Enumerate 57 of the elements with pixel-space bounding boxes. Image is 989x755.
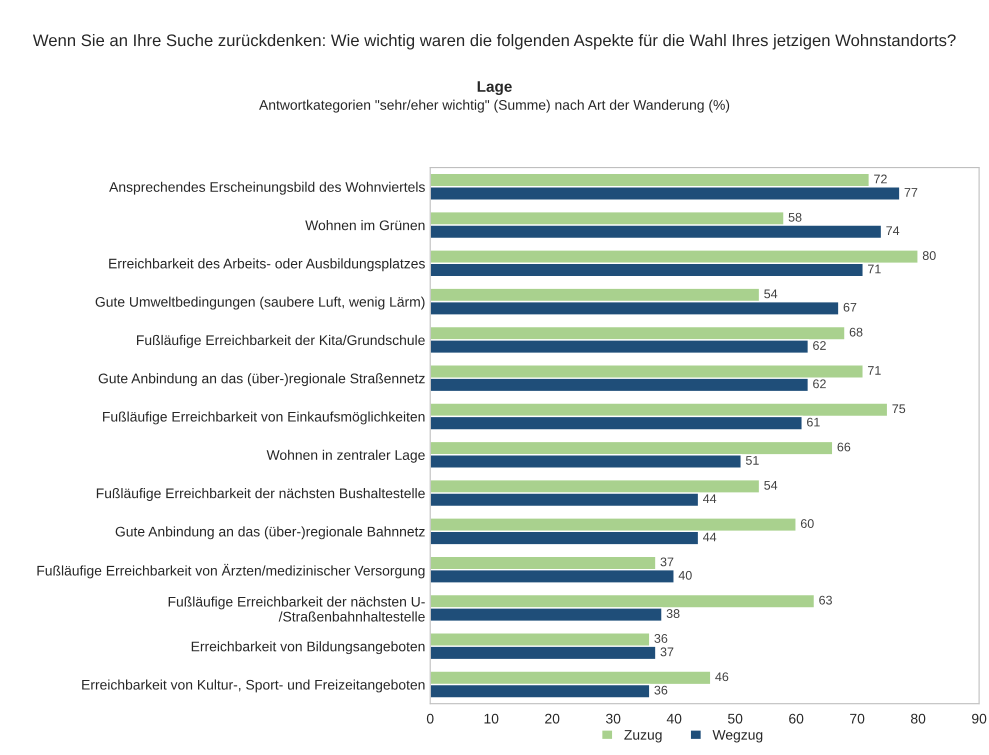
legend-label: Wegzug [712,730,762,742]
x-tick-label: 20 [545,714,560,724]
y-tick-label: Erreichbarkeit von Bildungsangeboten [192,641,424,654]
x-tick-label: 70 [850,714,864,724]
chart-subtitle: Lage [478,81,512,96]
y-tick-label: Fußläufige Erreichbarkeit von Einkaufsmöglichkeiten [103,411,424,424]
data-label: 63 [819,596,832,605]
x-tick-label: 80 [911,714,926,724]
data-label: 68 [850,328,862,337]
data-label: 44 [703,532,716,542]
y-tick-label: Fußläufige Erreichbarkeit von Ärzten/medizinischer Versorgung [37,564,424,578]
y-tick-label: Fußläufige Erreichbarkeit der Kita/Grundschule [137,334,425,348]
data-label: 77 [904,188,918,197]
y-tick-label: Gute Anbindung an das (über-)regionale Straßennetz [98,373,425,386]
data-label: 71 [868,264,881,274]
y-tick-label: Gute Umweltbedingungen (saubere Luft, wenig Lärm) [96,296,425,310]
x-tick-label: 40 [666,714,682,724]
data-label: 58 [788,212,802,222]
data-label: 38 [666,609,680,618]
y-tick-label: Fußläufige Erreichbarkeit der nächsten U- /Straßenbahnhaltestelle [168,596,425,622]
data-label: 37 [660,557,674,566]
x-tick-label: 30 [606,714,620,724]
data-label: 37 [660,647,674,656]
x-tick-label: 0 [426,714,434,724]
data-label: 51 [746,456,759,465]
data-label: 36 [654,686,668,695]
legend-label: Zuzug [624,730,662,742]
data-label: 80 [922,251,936,260]
y-tick-label: Gute Anbindung an das (über-)regionale Bahnnetz [116,526,425,540]
y-tick-label: Erreichbarkeit des Arbeits- oder Ausbildungsplatzes [109,258,425,272]
data-label: 60 [800,519,814,528]
y-tick-label: Fußläufige Erreichbarkeit der nächsten Bushaltestelle [96,488,425,501]
x-tick-label: 50 [728,714,742,724]
y-tick-label: Wohnen im Grünen [305,220,424,230]
text: Antwortkategorien "sehr/eher wichtig" (Summe) nach Art der Wanderung (%) [259,100,730,113]
data-label: 75 [892,404,906,414]
chart-title: Wenn Sie an Ihre Suche zurückdenken: Wie wichtig waren die folgenden Aspekte für die Wahl Ihres jetzigen Wohnstandorts? [32,34,956,50]
data-label: 74 [886,226,900,235]
data-label: 54 [764,290,778,298]
x-tick-label: 10 [484,714,498,724]
x-tick-label: 90 [972,714,986,724]
data-label: 61 [807,418,820,427]
data-label: 62 [813,341,826,350]
data-label: 54 [764,481,778,490]
y-tick-label: Wohnen in zentraler Lage [266,450,425,463]
data-label: 72 [874,174,887,184]
data-label: 44 [703,494,716,503]
data-label: 66 [838,442,850,452]
data-label: 40 [678,570,692,580]
data-label: 67 [844,302,856,312]
y-tick-label: Erreichbarkeit von Kultur-, Sport- und Freizeitangeboten [82,679,424,692]
data-label: 36 [654,634,668,643]
data-label: 71 [868,366,881,375]
y-tick-label: Ansprechendes Erscheinungsbild des Wohnviertels [109,182,425,195]
x-tick-label: 60 [789,714,804,724]
data-label: 62 [813,379,826,388]
data-label: 46 [715,672,728,682]
